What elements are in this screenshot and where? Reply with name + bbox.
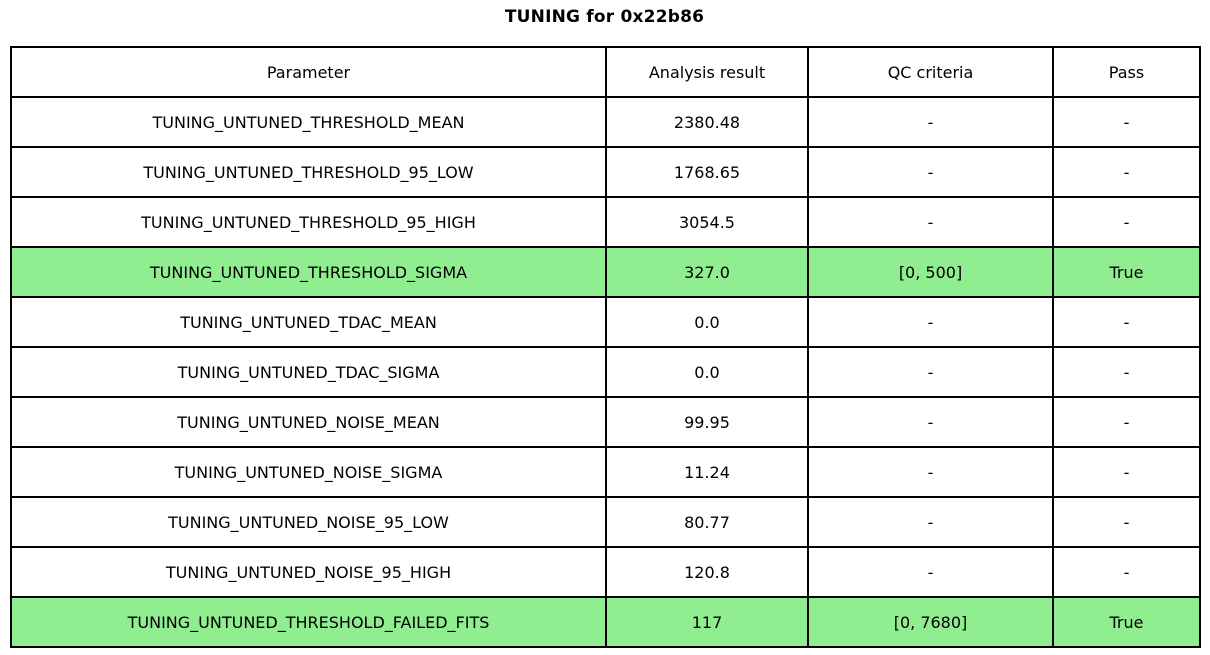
cell-parameter: TUNING_UNTUNED_THRESHOLD_SIGMA [10, 246, 607, 298]
table-row: TUNING_UNTUNED_TDAC_SIGMA 0.0- - [10, 346, 1201, 398]
column-header-analysis-result: Analysis result [605, 46, 809, 98]
cell-analysis-result: 117 [605, 596, 809, 648]
table-row: TUNING_UNTUNED_NOISE_SIGMA 11.24- - [10, 446, 1201, 498]
table-row: TUNING_UNTUNED_THRESHOLD_FAILED_FITS 117[… [10, 596, 1201, 648]
table-row: TUNING_UNTUNED_THRESHOLD_95_HIGH 3054.5- - [10, 196, 1201, 248]
cell-pass: - [1052, 196, 1201, 248]
table-row: TUNING_UNTUNED_THRESHOLD_95_LOW 1768.65- - [10, 146, 1201, 198]
cell-pass: - [1052, 296, 1201, 348]
cell-analysis-result: 99.95 [605, 396, 809, 448]
cell-parameter: TUNING_UNTUNED_TDAC_MEAN [10, 296, 607, 348]
cell-parameter: TUNING_UNTUNED_TDAC_SIGMA [10, 346, 607, 398]
cell-qc-criteria: [0, 500] [807, 246, 1054, 298]
page-title: TUNING for 0x22b86 [504, 7, 705, 27]
cell-parameter: TUNING_UNTUNED_NOISE_95_HIGH [10, 546, 607, 598]
table-header: Parameter Analysis result QC criteria Pa… [10, 46, 1201, 98]
cell-qc-criteria: - [807, 346, 1054, 398]
cell-analysis-result: 3054.5 [605, 196, 809, 248]
cell-qc-criteria: - [807, 396, 1054, 448]
cell-qc-criteria: - [807, 296, 1054, 348]
column-header-qc-criteria: QC criteria [807, 46, 1054, 98]
column-header-pass: Pass [1052, 46, 1201, 98]
cell-pass: True [1052, 246, 1201, 298]
cell-pass: - [1052, 346, 1201, 398]
cell-parameter: TUNING_UNTUNED_NOISE_95_LOW [10, 496, 607, 548]
qc-results-table: Parameter Analysis result QC criteria Pa… [10, 46, 1201, 648]
header-row: Parameter Analysis result QC criteria Pa… [10, 46, 1201, 98]
cell-analysis-result: 1768.65 [605, 146, 809, 198]
cell-qc-criteria: - [807, 196, 1054, 248]
cell-parameter: TUNING_UNTUNED_THRESHOLD_FAILED_FITS [10, 596, 607, 648]
cell-pass: - [1052, 146, 1201, 198]
cell-analysis-result: 120.8 [605, 546, 809, 598]
cell-pass: - [1052, 96, 1201, 148]
cell-pass: - [1052, 396, 1201, 448]
table-body: TUNING_UNTUNED_THRESHOLD_MEAN 2380.48- - TU… [10, 96, 1201, 648]
cell-qc-criteria: - [807, 546, 1054, 598]
cell-analysis-result: 327.0 [605, 246, 809, 298]
cell-pass: - [1052, 446, 1201, 498]
cell-qc-criteria: - [807, 446, 1054, 498]
column-header-parameter: Parameter [10, 46, 607, 98]
table-row: TUNING_UNTUNED_THRESHOLD_MEAN 2380.48- - [10, 96, 1201, 148]
table-row: TUNING_UNTUNED_THRESHOLD_SIGMA 327.0 [0, 5… [10, 246, 1201, 298]
table-row: TUNING_UNTUNED_TDAC_MEAN 0.0- - [10, 296, 1201, 348]
cell-parameter: TUNING_UNTUNED_THRESHOLD_MEAN [10, 96, 607, 148]
cell-qc-criteria: - [807, 96, 1054, 148]
cell-analysis-result: 0.0 [605, 296, 809, 348]
table-row: TUNING_UNTUNED_NOISE_95_HIGH 120.8- - [10, 546, 1201, 598]
cell-parameter: TUNING_UNTUNED_NOISE_SIGMA [10, 446, 607, 498]
cell-parameter: TUNING_UNTUNED_THRESHOLD_95_HIGH [10, 196, 607, 248]
cell-analysis-result: 11.24 [605, 446, 809, 498]
table-row: TUNING_UNTUNED_NOISE_95_LOW 80.77- - [10, 496, 1201, 548]
cell-qc-criteria: - [807, 496, 1054, 548]
cell-analysis-result: 80.77 [605, 496, 809, 548]
cell-pass: - [1052, 496, 1201, 548]
cell-parameter: TUNING_UNTUNED_NOISE_MEAN [10, 396, 607, 448]
cell-qc-criteria: - [807, 146, 1054, 198]
cell-analysis-result: 0.0 [605, 346, 809, 398]
cell-pass: - [1052, 546, 1201, 598]
cell-pass: True [1052, 596, 1201, 648]
table-row: TUNING_UNTUNED_NOISE_MEAN 99.95- - [10, 396, 1201, 448]
cell-parameter: TUNING_UNTUNED_THRESHOLD_95_LOW [10, 146, 607, 198]
cell-analysis-result: 2380.48 [605, 96, 809, 148]
cell-qc-criteria: [0, 7680] [807, 596, 1054, 648]
